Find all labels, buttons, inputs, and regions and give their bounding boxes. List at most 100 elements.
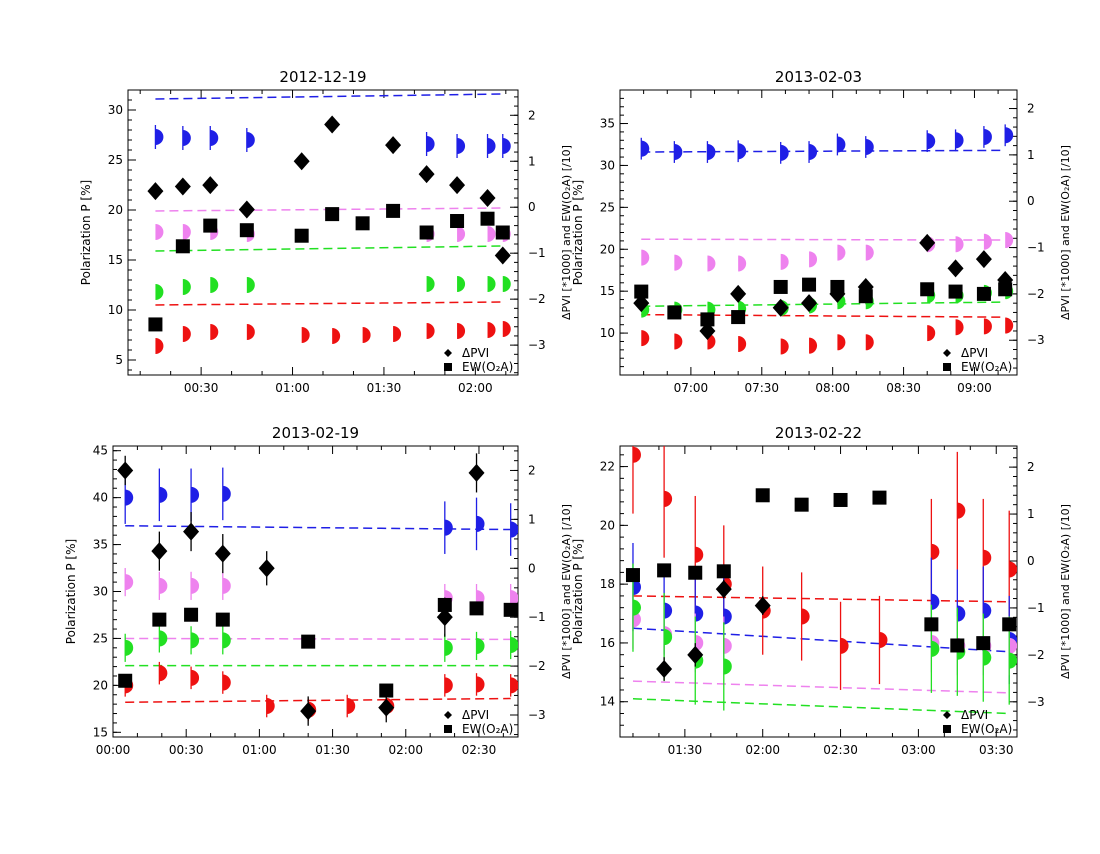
- y2-tick-label: −2: [528, 659, 546, 673]
- point-blue: [674, 144, 683, 161]
- chart-title: 2013-02-22: [775, 424, 862, 442]
- y-tick-label: 16: [600, 636, 615, 650]
- point-red: [182, 326, 191, 342]
- point-red: [246, 324, 255, 340]
- ew-marker: [794, 497, 809, 512]
- dpvi-marker: [947, 259, 964, 278]
- x-tick-label: 08:30: [886, 381, 921, 395]
- y2-tick-label: −2: [1027, 287, 1045, 301]
- ew-marker: [148, 317, 163, 332]
- point-green: [510, 637, 518, 654]
- point-blue: [632, 579, 641, 596]
- ew-marker: [920, 282, 935, 297]
- y2-tick-label: 2: [1027, 460, 1035, 474]
- dpvi-marker: [183, 522, 200, 541]
- ew-marker: [976, 636, 991, 651]
- point-red: [957, 502, 966, 519]
- point-blue: [476, 515, 485, 532]
- y-tick-label: 30: [93, 585, 108, 599]
- point-violet: [510, 590, 518, 607]
- y2-tick-label: −1: [528, 610, 546, 624]
- y2-tick-label: 0: [1027, 194, 1035, 208]
- legend-dpvi-marker: [943, 349, 951, 357]
- dpvi-marker: [418, 165, 435, 184]
- ew-marker: [386, 203, 401, 218]
- point-blue: [246, 132, 255, 148]
- ew-marker: [833, 492, 848, 507]
- dpvi-marker: [997, 271, 1014, 289]
- dpvi-marker: [656, 659, 673, 678]
- point-red: [983, 549, 992, 566]
- y-tick-label: 45: [93, 444, 108, 458]
- ew-marker: [948, 284, 963, 299]
- chart-panel-3: 2013-02-19 00:00 00:30 01:00 01:30 02:00 02:30…: [64, 424, 573, 757]
- fit-line-red: [155, 301, 503, 306]
- y2-tick-label: 0: [528, 200, 536, 214]
- point-red: [210, 324, 219, 340]
- ew-marker: [355, 216, 370, 231]
- ew-marker: [175, 239, 190, 254]
- point-green: [983, 649, 992, 666]
- y2-axis-label: ΔPVI [*1000] and EW(O₂A) [/10]: [560, 504, 573, 679]
- y-tick-label: 5: [115, 353, 123, 367]
- point-blue: [641, 140, 650, 157]
- y2-tick-label: 1: [528, 512, 536, 526]
- y2-tick-label: −2: [528, 292, 546, 306]
- y-axis-label: Polarization P [%]: [571, 539, 585, 644]
- y-tick-label: 40: [93, 491, 108, 505]
- y-tick-label: 10: [600, 326, 615, 340]
- point-red: [155, 338, 164, 354]
- dpvi-marker: [975, 250, 992, 269]
- point-red: [362, 327, 371, 343]
- y-axis-label: Polarization P [%]: [571, 180, 585, 285]
- ew-marker: [872, 490, 887, 505]
- y2-tick-label: 2: [528, 463, 536, 477]
- point-red: [393, 326, 402, 342]
- dpvi-marker: [385, 136, 402, 155]
- point-blue: [487, 138, 496, 154]
- point-red: [347, 698, 356, 715]
- fit-line-violet: [641, 238, 1006, 241]
- ew-marker: [625, 568, 640, 583]
- y-tick-label: 35: [93, 538, 108, 552]
- fit-line-red: [125, 697, 511, 704]
- fit-line-red: [632, 595, 1010, 603]
- dpvi-marker: [147, 182, 164, 201]
- chart-title: 2013-02-03: [775, 68, 862, 86]
- dpvi-marker: [151, 542, 168, 561]
- plot-area: [117, 453, 518, 726]
- point-blue: [664, 602, 673, 619]
- x-tick-label: 02:00: [388, 743, 423, 757]
- point-green: [476, 637, 485, 654]
- y-tick-label: 35: [600, 117, 615, 131]
- y-tick-label: 30: [108, 103, 123, 117]
- point-blue: [444, 519, 453, 536]
- legend-ew-label: EW(O₂A): [961, 360, 1012, 374]
- point-violet: [955, 236, 964, 253]
- legend-dpvi-marker: [444, 349, 452, 357]
- point-green: [155, 284, 164, 300]
- dpvi-marker: [730, 284, 747, 303]
- ew-marker: [503, 602, 518, 617]
- point-red: [1009, 561, 1017, 578]
- point-blue: [1005, 127, 1014, 144]
- y-tick-label: 30: [600, 158, 615, 172]
- point-red: [222, 674, 231, 691]
- point-green: [632, 599, 641, 616]
- y2-tick-label: −1: [1027, 601, 1045, 615]
- dpvi-marker: [324, 115, 341, 134]
- point-blue: [780, 144, 789, 161]
- legend-ew-label: EW(O₂A): [462, 360, 513, 374]
- point-red: [780, 338, 789, 355]
- y2-tick-label: −2: [1027, 648, 1045, 662]
- legend-ew-marker: [444, 725, 452, 733]
- legend-ew-label: EW(O₂A): [961, 722, 1012, 736]
- point-red: [865, 334, 874, 351]
- point-violet: [159, 577, 168, 594]
- x-tick-label: 01:00: [242, 743, 277, 757]
- point-red: [502, 321, 511, 337]
- point-violet: [809, 251, 818, 268]
- point-blue: [983, 128, 992, 145]
- y2-tick-label: −3: [528, 338, 546, 352]
